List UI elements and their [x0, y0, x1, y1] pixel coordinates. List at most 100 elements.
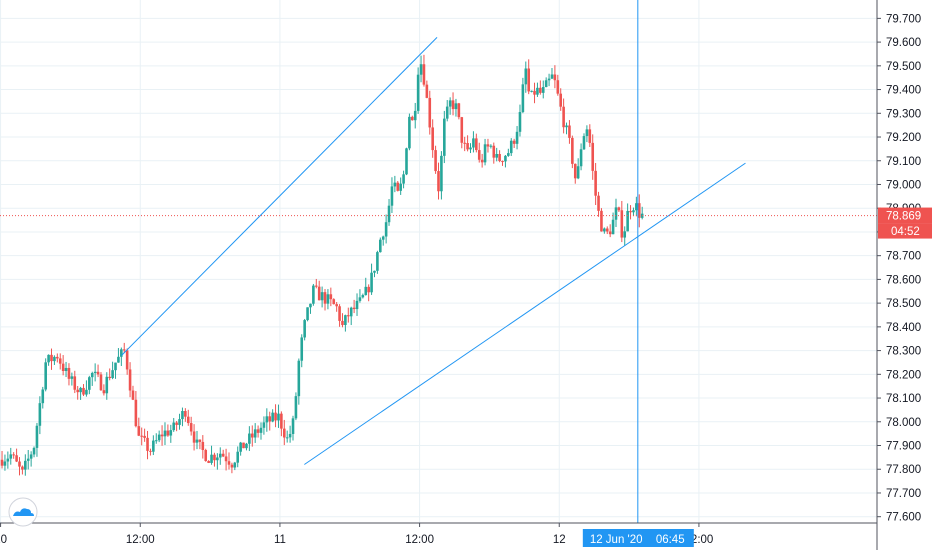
candle [224, 448, 228, 471]
candle [186, 409, 190, 426]
candle-body [411, 116, 414, 121]
candlestick-series [0, 54, 644, 476]
candle-body [477, 150, 481, 160]
candle-body [387, 205, 391, 223]
candle [524, 61, 528, 93]
candle [111, 361, 114, 380]
candle [90, 371, 94, 386]
candle [294, 392, 298, 421]
candle-body [320, 292, 324, 301]
candle-body [166, 430, 170, 436]
candle [88, 375, 91, 395]
candle [131, 385, 135, 401]
candle [361, 293, 365, 299]
candle [192, 424, 196, 451]
candle [242, 442, 245, 449]
candle [178, 413, 181, 430]
candle [379, 237, 382, 253]
candle-body [29, 454, 33, 459]
candle-body [600, 210, 603, 232]
countdown-badge [878, 223, 932, 239]
candle-body [245, 443, 248, 449]
candle-body [309, 303, 312, 308]
candle-body [172, 422, 176, 431]
candle [265, 408, 269, 432]
candle-body [198, 439, 202, 442]
candle [632, 207, 635, 217]
candle [393, 175, 397, 193]
candle-body [329, 294, 333, 300]
candle-body [120, 349, 123, 357]
candle-body [108, 376, 111, 379]
candle-body [585, 129, 589, 137]
candle [440, 151, 443, 200]
candle-body [47, 354, 50, 363]
candle-body [527, 68, 531, 92]
candle-body [15, 455, 18, 462]
candle-body [550, 74, 554, 79]
candle-body [603, 228, 606, 232]
candle-body [617, 207, 621, 211]
candle [521, 77, 525, 114]
candle [536, 82, 539, 97]
candle [160, 425, 164, 446]
candle [373, 270, 376, 278]
candle-body [434, 150, 437, 172]
candle [367, 284, 370, 302]
candle [492, 142, 496, 164]
candle [250, 425, 254, 447]
candle-body [67, 367, 71, 379]
cursor-date-text: 12 Jun '20 [590, 534, 643, 546]
candle [588, 124, 592, 147]
candle [50, 348, 53, 370]
candle-body [146, 437, 149, 451]
candle-body [268, 416, 272, 422]
candle-body [12, 454, 15, 456]
candle [317, 280, 321, 301]
candle [623, 226, 627, 246]
candle-body [568, 125, 571, 138]
candle [44, 358, 47, 392]
candle [76, 386, 79, 400]
candle-body [512, 140, 516, 144]
candle-body [70, 376, 74, 379]
candle-body [38, 403, 42, 426]
candle-body [422, 64, 426, 85]
candle-body [300, 337, 304, 361]
candle [434, 145, 437, 174]
candle-body [454, 103, 458, 110]
candle [419, 55, 423, 83]
candle [346, 307, 350, 323]
candle [408, 113, 411, 151]
candle-body [524, 68, 528, 85]
candle [571, 135, 574, 169]
candle [416, 67, 420, 114]
candle-body [233, 462, 237, 468]
candle-body [614, 207, 618, 220]
candle-body [96, 371, 100, 375]
candle-body [472, 138, 475, 148]
candle [530, 90, 533, 93]
candle [227, 452, 231, 470]
candle-body [282, 428, 286, 438]
candle [122, 342, 126, 353]
y-tick-label: 78.000 [886, 417, 921, 429]
candle [239, 441, 242, 456]
candle [108, 368, 111, 381]
candle [73, 370, 77, 394]
candle-body [312, 285, 315, 304]
trendline-drawings[interactable] [121, 37, 746, 465]
candle [99, 372, 103, 391]
candle [355, 293, 359, 316]
candle-body [341, 320, 344, 326]
candle [137, 417, 141, 437]
candle [469, 143, 472, 154]
candle [437, 162, 440, 200]
price-axis[interactable]: 79.700 79.600 79.500 79.400 79.300 79.200 79.1… [876, 0, 921, 550]
candle-body [440, 155, 443, 192]
candle [56, 353, 59, 363]
tradingview-cloud-icon[interactable] [8, 497, 38, 527]
candle [477, 142, 481, 163]
